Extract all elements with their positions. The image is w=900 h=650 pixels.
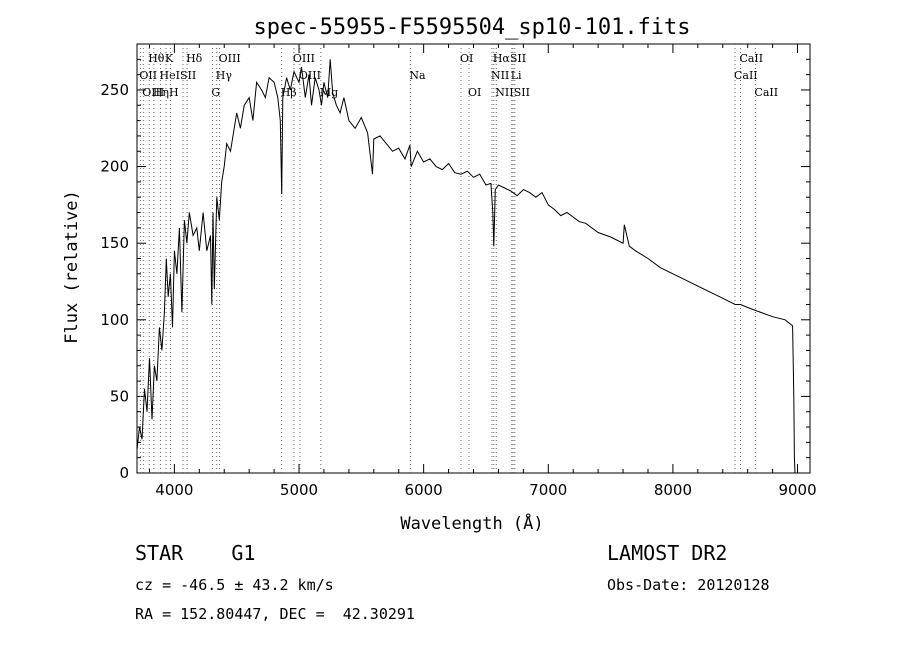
x-tick-label: 6000 [405, 481, 443, 499]
coordinates-text: RA = 152.80447, DEC = 42.30291 [135, 605, 415, 623]
x-tick-label: 7000 [529, 481, 567, 499]
spectral-line-label: OII [139, 69, 157, 82]
survey-name: LAMOST DR2 [607, 541, 728, 565]
spectral-line-label: OIII [142, 86, 164, 99]
y-tick-label: 200 [100, 158, 129, 176]
spectral-line-label: OIII [293, 52, 315, 65]
spectral-line-label: NII [495, 86, 513, 99]
spectral-line-label: CaII [754, 86, 778, 99]
x-tick-label: 9000 [778, 481, 816, 499]
spectral-line-label: OI [460, 52, 473, 65]
spectral-line-label: Na [409, 69, 426, 82]
y-tick-label: 150 [100, 234, 129, 252]
y-tick-label: 0 [119, 464, 129, 482]
velocity-text: cz = -46.5 ± 43.2 km/s [135, 576, 334, 594]
obs-date: Obs-Date: 20120128 [607, 576, 770, 594]
spectral-line-label: Hγ [216, 69, 233, 82]
spectrum-series [136, 59, 796, 474]
spectral-line-label: NII [491, 69, 509, 82]
y-tick-label: 250 [100, 81, 129, 99]
spectral-line-label: SII [514, 86, 530, 99]
axes: 4000 5000 6000 7000 8000 9000 0 50 100 150 200 250 [100, 43, 817, 499]
spectral-line-label: HηH [153, 86, 179, 99]
y-tick-label: 100 [100, 311, 129, 329]
x-axis-label: Wavelength (Å) [400, 512, 543, 534]
spectral-line-label: Li [511, 69, 522, 82]
x-tick-label: 4000 [155, 481, 193, 499]
spectral-line-label: K [165, 52, 174, 65]
spectral-line-label: CaII [739, 52, 763, 65]
spectral-line-label: OIII [219, 52, 241, 65]
y-tick-label: 50 [110, 387, 129, 405]
spectral-line-label: Hδ [186, 52, 203, 65]
x-tick-label: 5000 [280, 481, 318, 499]
plot-frame [136, 43, 811, 474]
spectral-line-label: Hθ [148, 52, 165, 65]
chart-title: spec-55955-F5595504_sp10-101.fits [253, 15, 690, 40]
spectral-line-label: HαSII [493, 52, 526, 65]
spectral-line-label: OI [468, 86, 481, 99]
y-axis-label: Flux (relative) [62, 190, 82, 344]
object-class: STAR G1 [135, 541, 256, 565]
spectral-line-markers: Hθ K Hδ OIII OIII OI HαSII CaII OII HeISII Hγ OIII N… [139, 44, 778, 473]
spectral-line-label: G [211, 86, 220, 99]
spectral-line-label: CaII [734, 69, 758, 82]
flux-line [136, 59, 796, 474]
spectral-line-label: HeISII [160, 69, 197, 82]
x-tick-label: 8000 [654, 481, 692, 499]
